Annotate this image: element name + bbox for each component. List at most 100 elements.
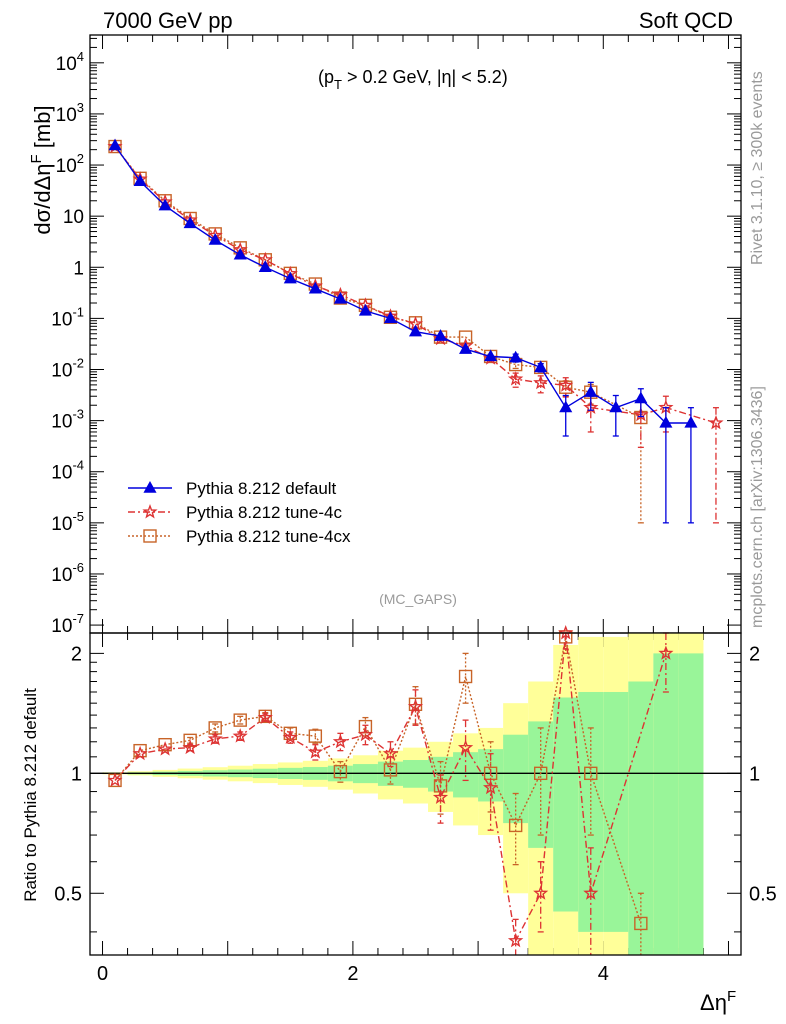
y-tick-label: 10 (63, 207, 84, 228)
y-tick-label: 10-1 (51, 304, 84, 330)
ratio-y-tick-label: 0.5 (54, 883, 82, 905)
tune4c-point (457, 739, 474, 755)
tune4cx-point (233, 713, 247, 727)
tune4c-point (207, 730, 223, 746)
y-tick-label: 10-6 (51, 560, 84, 586)
legend-marker-tune4cx (143, 529, 157, 543)
y-tick-label: 1 (73, 258, 84, 279)
tune4c-point (107, 772, 123, 787)
band-green (553, 697, 579, 912)
default-line (114, 145, 691, 424)
tune4c-point (332, 733, 348, 749)
tune4cx-point (158, 737, 172, 752)
default-point (634, 391, 648, 404)
default-point (208, 233, 222, 245)
ratio-ylabel: Ratio to Pythia 8.212 default (21, 688, 40, 902)
tune4cx-point (333, 764, 348, 779)
ratio-y-tick-label: 2 (749, 643, 760, 665)
tune4c-line (114, 146, 717, 424)
band-green (653, 653, 679, 955)
tune4c-point (482, 779, 499, 795)
tune4cx-point (559, 630, 573, 644)
default-point (383, 311, 398, 324)
tune4c-point (708, 414, 724, 430)
default-point (509, 350, 523, 363)
default-point (233, 247, 247, 260)
default-point (158, 198, 172, 211)
tune4c-point (658, 645, 674, 660)
tune4c-point (232, 728, 248, 743)
y-tick-label: 10-3 (51, 407, 84, 433)
default-point (459, 342, 473, 354)
side-label-mcplots: mcplots.cern.ch [arXiv:1306.3436] (749, 386, 766, 628)
y-tick-label: 10-7 (51, 611, 84, 637)
tune4cx-line (114, 146, 642, 419)
tune4c-point (132, 745, 148, 761)
main-ylabel: dσ/dΔηF [mb] (28, 105, 55, 234)
default-point (659, 415, 673, 428)
default-point (584, 385, 598, 397)
tune4c-point (282, 729, 298, 745)
legend-marker-tune4c (142, 504, 158, 519)
default-point (183, 216, 197, 229)
ratio-plot: 0 2 4 0.5 0.5 1 1 2 2 (54, 625, 777, 985)
x-axis-label: ΔηF (700, 988, 736, 1015)
y-tick-label: 103 (56, 100, 84, 126)
default-point (433, 329, 448, 341)
tune4cx-point (533, 766, 548, 781)
y-tick-label: 104 (56, 49, 84, 75)
tune4cx-point (634, 916, 648, 931)
tune4c-point (558, 625, 574, 640)
tune4c-point (257, 709, 273, 725)
x-tick-label: 4 (598, 963, 609, 985)
legend-label-tune4c: Pythia 8.212 tune-4c (186, 503, 342, 522)
legend: Pythia 8.212 default Pythia 8.212 tune-4c… (128, 479, 351, 546)
header-right: Soft QCD (639, 8, 733, 33)
tune4cx-point (308, 729, 323, 743)
tune4c-point (533, 374, 549, 390)
band-green (453, 752, 479, 798)
ratio-y-tick-label: 2 (71, 643, 82, 665)
default-point (534, 360, 548, 373)
default-point (609, 400, 623, 413)
default-point (133, 174, 147, 187)
default-point (684, 415, 698, 428)
tune4c-point (357, 726, 374, 742)
tune4cx-point (358, 719, 373, 734)
default-point (283, 271, 297, 284)
tune4c-point (558, 377, 574, 392)
y-tick-label: 10-5 (51, 509, 84, 535)
ratio-y-tick-label: 1 (749, 763, 760, 785)
y-tick-label: 10-4 (51, 458, 84, 484)
tune4c-point (382, 745, 399, 761)
tune4c-point (432, 789, 449, 804)
cuts-label: (pT > 0.2 GeV, |η| < 5.2) (318, 67, 508, 92)
analysis-label: (MC_GAPS) (379, 591, 457, 607)
y-tick-label: 102 (56, 151, 84, 177)
default-point (559, 400, 573, 413)
tune4cx-point (508, 818, 523, 833)
ratio-y-tick-label: 1 (71, 763, 82, 785)
default-point (358, 303, 372, 316)
tune4cx-point (584, 766, 598, 781)
header-left: 7000 GeV pp (103, 8, 233, 33)
tune4cx-point (383, 763, 398, 777)
ratio-frame (89, 632, 742, 956)
default-point (108, 138, 122, 151)
tune4c-point (583, 885, 599, 900)
ratio-y-tick-label: 0.5 (749, 883, 777, 905)
tune4c-point (407, 698, 424, 714)
default-point (308, 281, 322, 294)
x-tick-label: 2 (347, 963, 358, 985)
tune4c-point (157, 741, 173, 756)
band-green (678, 653, 704, 955)
tune4c-point (182, 739, 198, 755)
side-label-rivet: Rivet 3.1.10, ≥ 300k events (749, 71, 766, 265)
tune4cx-point (458, 669, 473, 684)
legend-marker-default (143, 480, 157, 493)
legend-label-default: Pythia 8.212 default (186, 479, 337, 498)
tune4c-point (507, 371, 524, 386)
default-point (408, 324, 423, 337)
legend-label-tune4cx: Pythia 8.212 tune-4cx (186, 527, 351, 546)
